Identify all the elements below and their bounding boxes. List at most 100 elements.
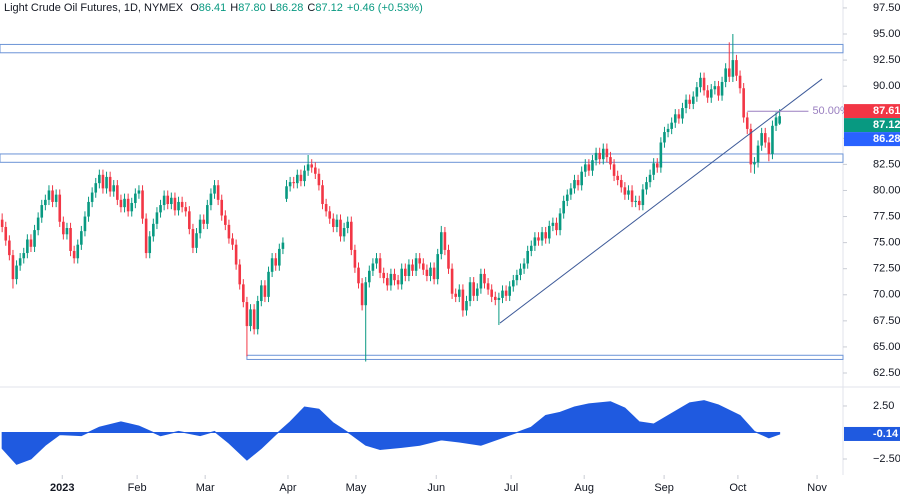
candle-body [731, 60, 735, 77]
candle-body [245, 302, 249, 327]
candle-body [475, 288, 479, 296]
legend-value: 86.28 [276, 2, 304, 14]
candle-body [198, 219, 202, 234]
candle-body [33, 230, 36, 247]
candle-body [490, 289, 493, 297]
candle-body [695, 87, 699, 97]
candle-body [364, 282, 368, 306]
candle-body [591, 160, 594, 171]
candle-body [62, 221, 65, 235]
candle-body [533, 237, 537, 246]
candle-body [400, 268, 404, 285]
chart-header: Light Crude Oil Futures, 1D, NYMEX O86.4… [4, 2, 423, 14]
candle-body [76, 244, 80, 259]
candle-body [328, 211, 332, 219]
x-tick-label: Nov [807, 482, 827, 494]
x-tick-label: Jul [504, 482, 518, 494]
candle-body [511, 280, 515, 287]
candle-body [159, 205, 162, 213]
candle-body [137, 190, 141, 194]
candle-body [18, 258, 22, 266]
price-badge-label: 86.28 [873, 133, 900, 145]
candle-body [763, 133, 767, 143]
candle-body [670, 122, 673, 129]
candle-body [673, 114, 677, 123]
candle-body [278, 248, 281, 266]
candle-body [623, 187, 627, 195]
candle-body [551, 222, 555, 226]
candle-body [148, 236, 152, 254]
x-tick-label: Sep [654, 482, 674, 494]
price-badge [844, 132, 900, 147]
candle-body [224, 215, 227, 225]
candle-body [616, 175, 619, 181]
y-tick-label: 97.50 [873, 2, 900, 14]
candle-body [565, 194, 569, 201]
candle-body [645, 182, 648, 190]
candle-body [742, 88, 745, 118]
candle-body [299, 174, 303, 182]
candle-body [526, 250, 529, 264]
candle-body [274, 258, 278, 266]
candle-body [238, 264, 242, 285]
candle-body [421, 263, 425, 270]
candle-body [425, 269, 429, 276]
candle-body [544, 232, 547, 239]
x-tick-label: 2023 [50, 482, 74, 494]
y-tick-label: 75.00 [873, 237, 900, 249]
candle-body [227, 224, 231, 239]
candle-body [184, 207, 188, 212]
candle-body [105, 176, 108, 189]
candle-body [727, 68, 731, 77]
candle-body [0, 219, 4, 227]
legend-key: C [307, 2, 315, 14]
x-tick-label: Aug [574, 482, 594, 494]
candle-body [213, 185, 216, 194]
candle-body [119, 199, 123, 208]
candle-body [177, 201, 180, 211]
x-tick-label: Apr [279, 482, 296, 494]
candle-body [288, 182, 292, 187]
candle-body [26, 239, 29, 254]
candle-body [558, 213, 562, 231]
candle-body [522, 263, 526, 269]
price-badge [844, 118, 900, 133]
candle-body [234, 244, 238, 265]
y-tick-label: 92.50 [873, 54, 900, 66]
candle-body [738, 75, 742, 89]
oscillator-area [1, 400, 781, 465]
candle-body [709, 89, 713, 98]
candle-body [47, 190, 51, 200]
candle-body [44, 199, 47, 206]
candle-body [242, 284, 245, 303]
candle-body [641, 189, 645, 206]
price-badge-label: 87.61 [873, 105, 900, 117]
candle-body [663, 132, 666, 143]
candle-body [562, 200, 565, 214]
candle-body [537, 237, 540, 241]
candle-body [90, 192, 94, 202]
candle-body [443, 232, 447, 250]
candle-body [206, 205, 209, 224]
candle-body [655, 163, 659, 168]
candle-body [195, 233, 198, 248]
candle-body [407, 264, 411, 276]
candle-body [439, 232, 443, 255]
chart-title: Light Crude Oil Futures, 1D, NYMEX [4, 2, 184, 14]
candle-body [220, 199, 224, 216]
candle-body [713, 86, 717, 90]
y2-tick-label: 2.50 [873, 400, 894, 412]
candle-body [418, 258, 422, 264]
candle-body [666, 128, 670, 133]
candle-body [414, 258, 418, 271]
zone [246, 354, 844, 360]
candle-body [296, 174, 299, 184]
candle-body [267, 271, 270, 297]
candle-body [94, 183, 98, 193]
candle-body [108, 176, 112, 192]
candle-body [260, 285, 263, 302]
candle-body [350, 221, 353, 250]
candle-body [699, 77, 702, 88]
x-tick-label: May [346, 482, 367, 494]
